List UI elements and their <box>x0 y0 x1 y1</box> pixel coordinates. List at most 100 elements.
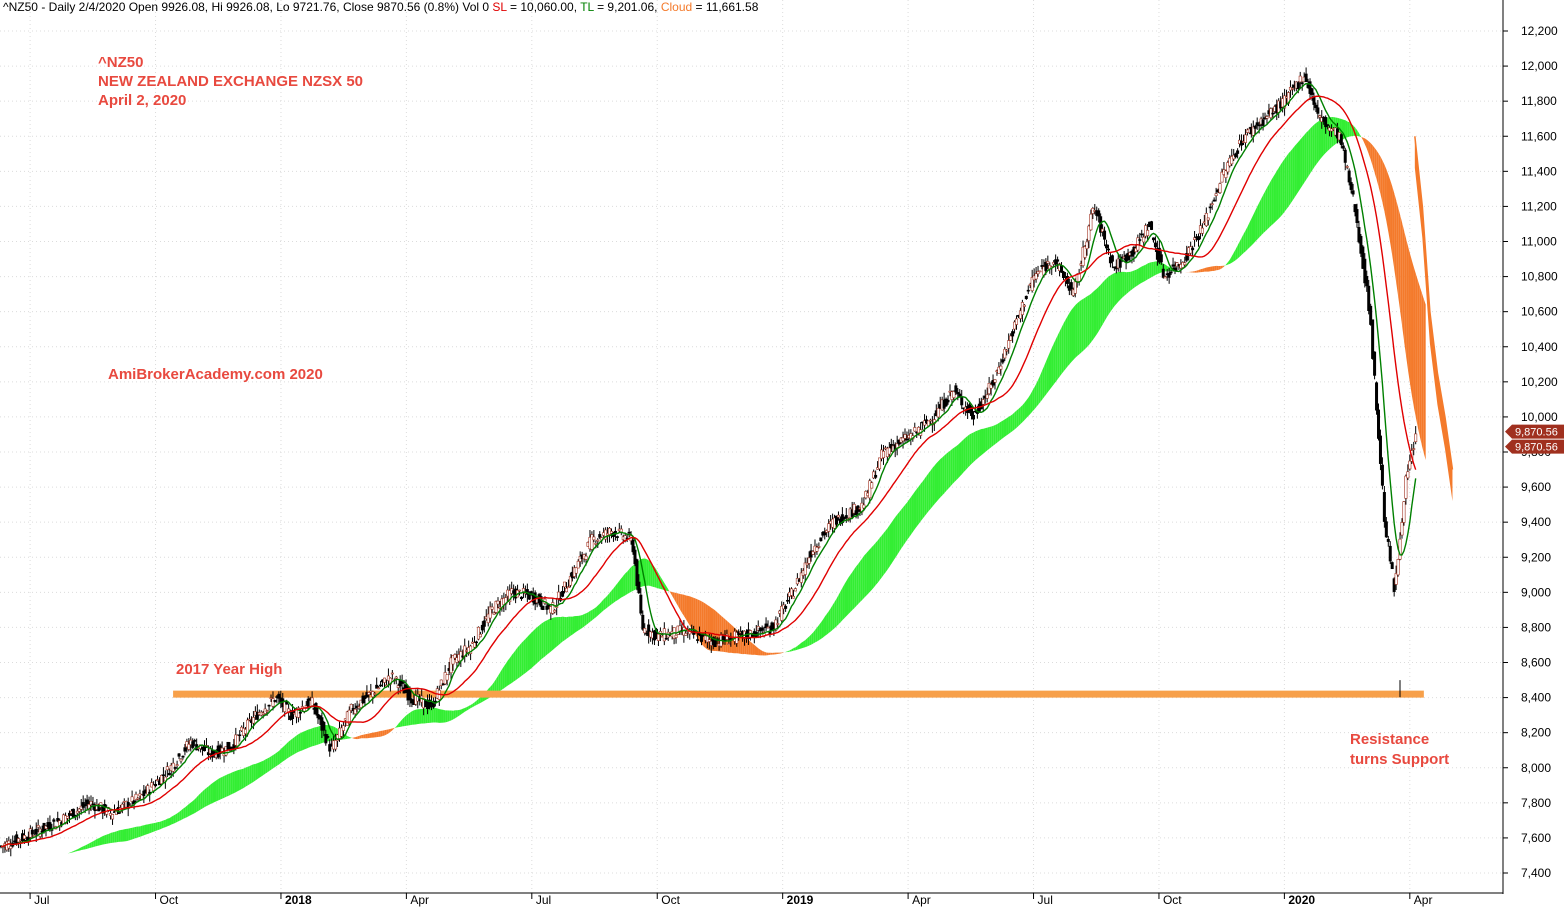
cloud-bull-segment <box>887 525 890 570</box>
candle-body <box>633 549 637 565</box>
cloud-bull-segment <box>631 565 634 592</box>
candle-body <box>1206 217 1210 221</box>
cloud-bear-segment <box>384 729 387 736</box>
candle-body <box>429 702 433 704</box>
cloud-bull-segment <box>549 618 552 653</box>
price-candles <box>0 67 1418 857</box>
cloud-bull-segment <box>1102 280 1105 325</box>
cloud-bear-segment <box>1202 268 1205 272</box>
cloud-bear-segment <box>774 652 777 655</box>
candle-body <box>1351 190 1355 195</box>
candle-body <box>819 537 823 542</box>
cloud-bear-segment <box>762 650 765 656</box>
candle-body <box>1236 150 1240 154</box>
cloud-bear-segment <box>668 589 671 593</box>
y-tick-label: 11,600 <box>1521 129 1557 143</box>
cloud-bull-segment <box>104 834 107 845</box>
cloud-bull-segment <box>856 563 859 607</box>
candle-body <box>473 642 477 648</box>
cloud-bear-segment <box>676 593 679 607</box>
candle-body <box>997 366 1001 374</box>
cloud-bull-segment <box>214 780 217 803</box>
candle-body <box>1380 464 1384 486</box>
candle-body <box>1408 460 1412 470</box>
cloud-bear-segment <box>764 651 767 656</box>
cloud-bull-segment <box>472 702 475 707</box>
cloud-bull-segment <box>854 566 857 609</box>
candle-body <box>36 825 40 828</box>
candle-body <box>1212 199 1216 202</box>
cloud-bull-segment <box>146 824 148 835</box>
cloud-bull-segment <box>864 553 867 598</box>
cloud-bull-segment <box>866 551 869 596</box>
candle-body <box>1255 122 1259 126</box>
candle-body <box>635 559 639 586</box>
cloud-bear-segment <box>1384 165 1387 223</box>
candle-body <box>339 727 343 737</box>
cloud-bull-segment <box>453 710 456 720</box>
candle-body <box>30 829 34 835</box>
cloud-bull-segment <box>805 638 808 648</box>
cloud-bull-segment <box>1071 307 1074 362</box>
cloud-bull-segment <box>1038 375 1041 405</box>
cloud-bull-segment <box>294 735 297 754</box>
cloud-bear-segment <box>766 652 769 656</box>
cloud-bull-segment <box>527 634 530 672</box>
candle-body <box>1089 213 1093 231</box>
candle-body <box>1030 277 1034 292</box>
candle-body <box>1367 285 1371 311</box>
cloud-bull-segment <box>210 782 213 805</box>
cloud-bull-segment <box>574 616 577 633</box>
cloud-bull-segment <box>429 707 432 723</box>
cloud-bull-segment <box>126 828 129 842</box>
cloud-bull-segment <box>1226 262 1229 266</box>
cloud-bull-segment <box>1079 299 1082 355</box>
candle-body <box>1404 475 1408 499</box>
cloud-bull-segment <box>108 832 111 844</box>
cloud-bull-segment <box>500 669 503 691</box>
header-high: Hi 9926.08, <box>211 0 273 14</box>
cloud-bull-segment <box>81 846 84 850</box>
cloud-bull-segment <box>91 841 94 848</box>
candle-body <box>38 828 42 837</box>
candle-body <box>1024 295 1028 299</box>
candle-body <box>529 591 533 594</box>
cloud-bull-segment <box>1022 402 1025 423</box>
cloud-bull-segment <box>1130 271 1133 291</box>
cloud-bull-segment <box>171 815 174 825</box>
candle-body <box>656 633 660 641</box>
cloud-bull-segment <box>1273 173 1276 225</box>
candle-body <box>326 736 330 738</box>
cloud-bull-segment <box>1134 269 1137 288</box>
cloud-bull-segment <box>513 649 516 682</box>
candle-body <box>958 393 962 397</box>
cloud-bear-segment <box>1206 267 1209 272</box>
candle-body <box>887 447 891 455</box>
cloud-bull-segment <box>570 616 573 636</box>
cloud-bull-segment <box>1308 128 1311 177</box>
cloud-bull-segment <box>1284 155 1287 212</box>
cloud-bull-segment <box>507 657 510 686</box>
cloud-bull-segment <box>1014 410 1017 430</box>
cloud-bull-segment <box>650 562 653 587</box>
candle-body <box>854 510 858 515</box>
y-tick-label: 11,200 <box>1521 199 1557 213</box>
cloud-bull-segment <box>1089 293 1092 345</box>
candle-body <box>361 695 365 704</box>
annotation-date: April 2, 2020 <box>98 92 187 109</box>
candle-body <box>377 687 381 690</box>
cloud-bull-segment <box>1048 352 1050 392</box>
candle-body <box>1193 237 1197 240</box>
candle-body <box>130 796 134 802</box>
cloud-bull-segment <box>977 429 980 459</box>
cloud-bull-segment <box>956 444 959 481</box>
cloud-bull-segment <box>1269 180 1272 228</box>
y-tick-label: 12,200 <box>1521 24 1558 38</box>
cloud-bull-segment <box>809 634 812 646</box>
cloud-bull-segment <box>445 710 448 723</box>
cloud-bull-segment <box>106 833 109 844</box>
candle-body <box>476 626 480 640</box>
cloud-bull-segment <box>959 441 962 477</box>
cloud-bull-segment <box>666 586 669 592</box>
